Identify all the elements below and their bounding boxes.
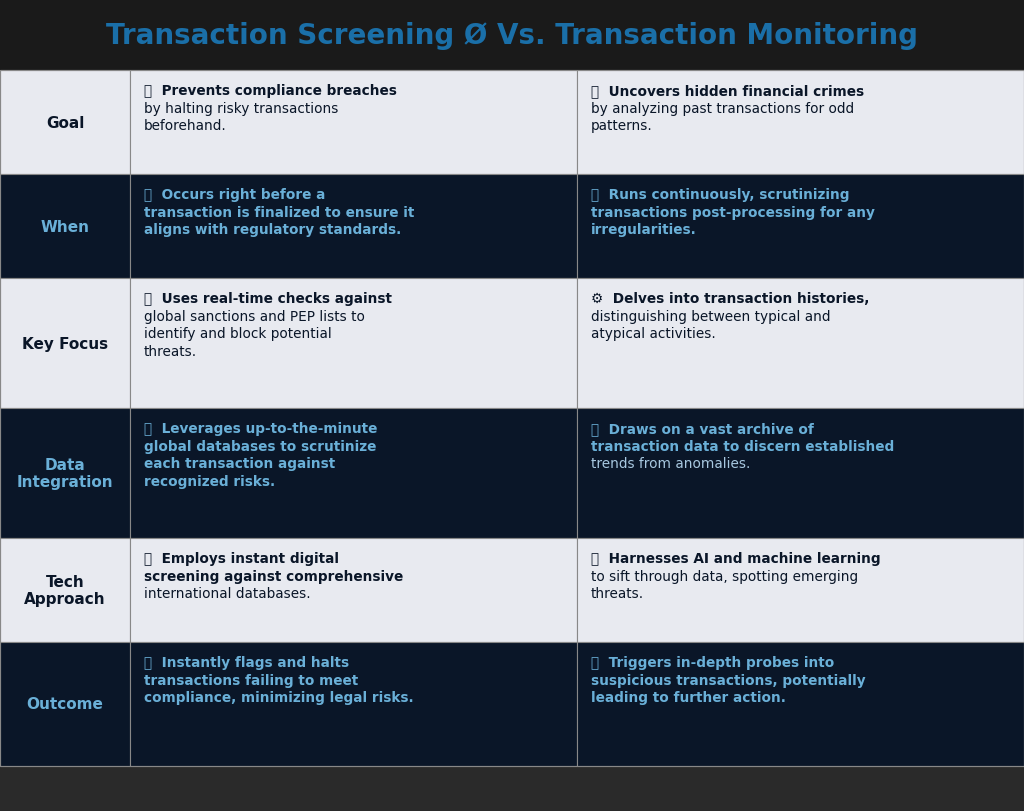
Text: transaction data to discern established: transaction data to discern established [591, 440, 894, 453]
Text: 🔍  Uncovers hidden financial crimes: 🔍 Uncovers hidden financial crimes [591, 84, 863, 98]
Text: leading to further action.: leading to further action. [591, 690, 785, 704]
FancyBboxPatch shape [577, 71, 1024, 175]
Text: 🕵️  Triggers in-depth probes into: 🕵️ Triggers in-depth probes into [591, 655, 834, 669]
Text: global sanctions and PEP lists to: global sanctions and PEP lists to [144, 310, 365, 324]
FancyBboxPatch shape [0, 756, 1024, 811]
Text: 📈  Draws on a vast archive of: 📈 Draws on a vast archive of [591, 422, 813, 436]
Text: Tech
Approach: Tech Approach [25, 574, 105, 607]
Text: by analyzing past transactions for odd: by analyzing past transactions for odd [591, 102, 854, 116]
Text: international databases.: international databases. [144, 586, 310, 600]
FancyBboxPatch shape [0, 279, 130, 409]
Text: Key Focus: Key Focus [22, 337, 109, 351]
Text: transaction is finalized to ensure it: transaction is finalized to ensure it [144, 206, 415, 220]
FancyBboxPatch shape [130, 175, 577, 279]
Text: 🎯  Uses real-time checks against: 🎯 Uses real-time checks against [144, 292, 392, 306]
Text: irregularities.: irregularities. [591, 223, 696, 237]
Text: atypical activities.: atypical activities. [591, 327, 715, 341]
FancyBboxPatch shape [0, 409, 130, 539]
Text: Goal: Goal [46, 116, 84, 131]
Text: ⏳  Occurs right before a: ⏳ Occurs right before a [144, 188, 326, 202]
Text: to sift through data, spotting emerging: to sift through data, spotting emerging [591, 569, 858, 583]
FancyBboxPatch shape [577, 175, 1024, 279]
Text: Transaction Screening Ø Vs. Transaction Monitoring: Transaction Screening Ø Vs. Transaction … [106, 22, 918, 49]
FancyBboxPatch shape [0, 0, 1024, 71]
Text: 🌐  Leverages up-to-the-minute: 🌐 Leverages up-to-the-minute [144, 422, 378, 436]
FancyBboxPatch shape [130, 279, 577, 409]
Text: Outcome: Outcome [27, 697, 103, 711]
Text: 🛑  Instantly flags and halts: 🛑 Instantly flags and halts [144, 655, 349, 669]
FancyBboxPatch shape [0, 71, 130, 175]
Text: threats.: threats. [144, 345, 198, 358]
Text: screening against comprehensive: screening against comprehensive [144, 569, 403, 583]
Text: each transaction against: each transaction against [144, 457, 335, 470]
Text: ⚙️  Delves into transaction histories,: ⚙️ Delves into transaction histories, [591, 292, 869, 306]
Text: trends from anomalies.: trends from anomalies. [591, 457, 750, 470]
Text: 🤖  Employs instant digital: 🤖 Employs instant digital [144, 551, 339, 565]
Text: global databases to scrutinize: global databases to scrutinize [144, 440, 377, 453]
FancyBboxPatch shape [0, 539, 130, 642]
Text: When: When [41, 220, 89, 234]
FancyBboxPatch shape [130, 539, 577, 642]
FancyBboxPatch shape [577, 539, 1024, 642]
Text: aligns with regulatory standards.: aligns with regulatory standards. [144, 223, 401, 237]
FancyBboxPatch shape [130, 71, 577, 175]
Text: threats.: threats. [591, 586, 644, 600]
Text: suspicious transactions, potentially: suspicious transactions, potentially [591, 673, 865, 687]
Text: compliance, minimizing legal risks.: compliance, minimizing legal risks. [144, 690, 414, 704]
Text: beforehand.: beforehand. [144, 119, 226, 133]
FancyBboxPatch shape [0, 175, 130, 279]
Text: by halting risky transactions: by halting risky transactions [144, 102, 338, 116]
FancyBboxPatch shape [577, 642, 1024, 766]
Text: Data
Integration: Data Integration [16, 457, 114, 490]
Text: transactions failing to meet: transactions failing to meet [144, 673, 358, 687]
Text: patterns.: patterns. [591, 119, 652, 133]
FancyBboxPatch shape [0, 642, 130, 766]
Text: 📆  Runs continuously, scrutinizing: 📆 Runs continuously, scrutinizing [591, 188, 849, 202]
Text: transactions post-processing for any: transactions post-processing for any [591, 206, 874, 220]
FancyBboxPatch shape [130, 409, 577, 539]
Text: recognized risks.: recognized risks. [144, 474, 275, 488]
FancyBboxPatch shape [577, 409, 1024, 539]
Text: 🧠  Harnesses AI and machine learning: 🧠 Harnesses AI and machine learning [591, 551, 881, 565]
Text: identify and block potential: identify and block potential [144, 327, 332, 341]
FancyBboxPatch shape [130, 642, 577, 766]
Text: distinguishing between typical and: distinguishing between typical and [591, 310, 830, 324]
FancyBboxPatch shape [577, 279, 1024, 409]
Text: ⛔  Prevents compliance breaches: ⛔ Prevents compliance breaches [144, 84, 397, 98]
